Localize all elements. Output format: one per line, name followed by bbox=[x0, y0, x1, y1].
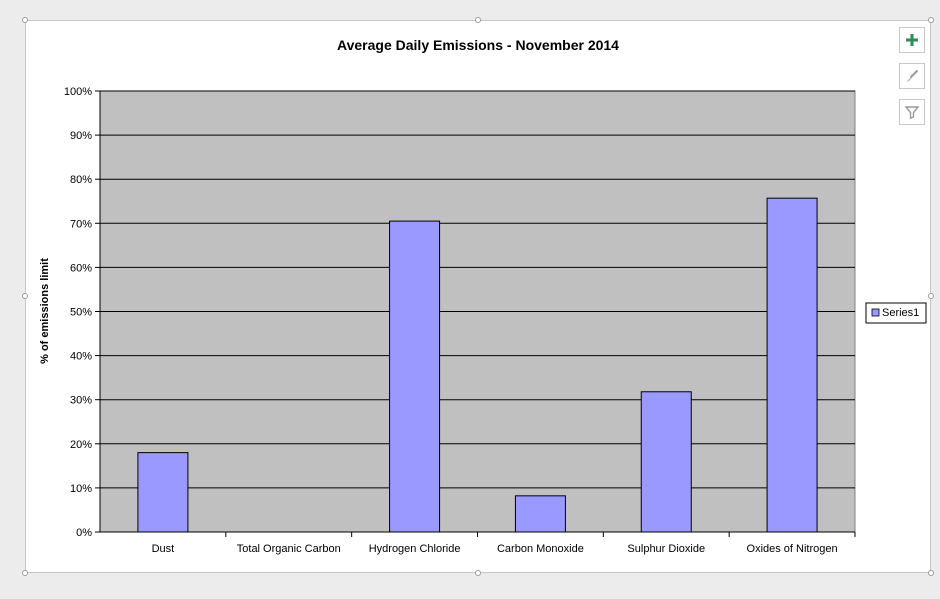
filter-icon bbox=[904, 106, 920, 119]
resize-handle-bottom-left[interactable] bbox=[22, 570, 28, 576]
legend[interactable]: Series1 bbox=[865, 302, 927, 324]
brush-icon bbox=[907, 70, 918, 82]
legend-box bbox=[865, 302, 927, 324]
axes: 0% 10% 20% 30% 40% 50% 60% 70% 80% 90% 100% Dust Tot… bbox=[64, 86, 856, 555]
resize-handle-left[interactable] bbox=[22, 293, 28, 299]
y-tick-label: 40% bbox=[70, 351, 92, 363]
bar[interactable] bbox=[514, 495, 566, 533]
y-axis-label: % of emissions limit bbox=[39, 258, 51, 364]
bar[interactable] bbox=[137, 452, 189, 533]
resize-handle-top-right[interactable] bbox=[928, 17, 934, 23]
bar[interactable] bbox=[766, 197, 818, 533]
resize-handle-right[interactable] bbox=[928, 293, 934, 299]
resize-handle-bottom-right[interactable] bbox=[928, 570, 934, 576]
x-tick-label: Carbon Monoxide bbox=[497, 543, 584, 555]
chart-elements-button[interactable] bbox=[899, 27, 925, 53]
plus-icon bbox=[906, 34, 918, 46]
legend-swatch bbox=[871, 308, 880, 317]
y-tick-label: 20% bbox=[70, 439, 92, 451]
y-tick-label: 70% bbox=[70, 218, 92, 230]
resize-handle-top[interactable] bbox=[475, 17, 481, 23]
y-tick-label: 0% bbox=[76, 527, 92, 539]
y-tick-label: 50% bbox=[70, 307, 92, 319]
x-tick-label: Sulphur Dioxide bbox=[627, 543, 705, 555]
bars bbox=[137, 197, 818, 533]
x-tick-label: Total Organic Carbon bbox=[237, 543, 341, 555]
y-tick-label: 80% bbox=[70, 174, 92, 186]
y-tick-label: 100% bbox=[64, 86, 92, 98]
gridlines bbox=[100, 90, 855, 489]
chart-styles-button[interactable] bbox=[899, 63, 925, 89]
resize-handle-top-left[interactable] bbox=[22, 17, 28, 23]
x-tick-label: Hydrogen Chloride bbox=[369, 543, 461, 555]
x-tick-label: Dust bbox=[152, 543, 175, 555]
resize-handle-bottom[interactable] bbox=[475, 570, 481, 576]
y-tick-label: 10% bbox=[70, 483, 92, 495]
x-tick-label: Oxides of Nitrogen bbox=[747, 543, 838, 555]
chart-title: Average Daily Emissions - November 2014 bbox=[337, 37, 619, 53]
y-tick-label: 90% bbox=[70, 130, 92, 142]
bar[interactable] bbox=[389, 220, 441, 533]
y-tick-label: 60% bbox=[70, 262, 92, 274]
y-tick-label: 30% bbox=[70, 395, 92, 407]
bar[interactable] bbox=[640, 391, 692, 533]
legend-label: Series1 bbox=[882, 307, 919, 319]
chart-filters-button[interactable] bbox=[899, 99, 925, 125]
